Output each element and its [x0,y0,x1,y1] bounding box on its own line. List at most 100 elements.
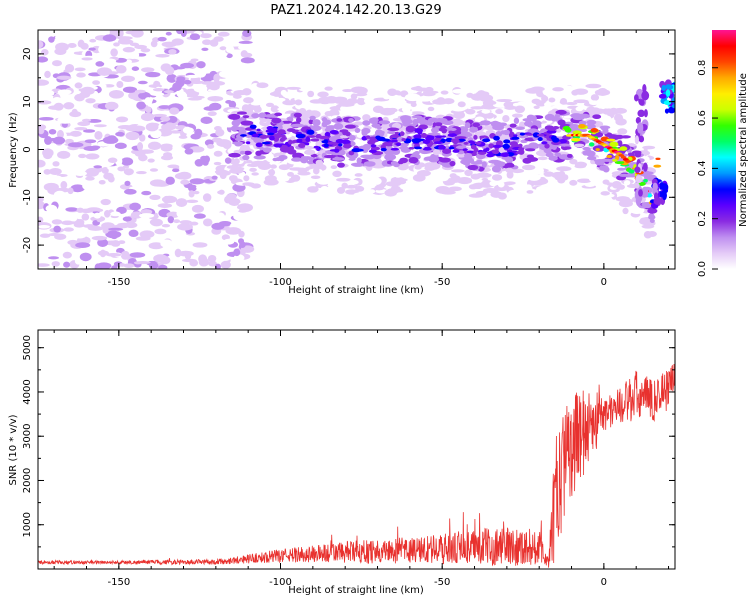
spectrogram-cell [655,157,661,161]
spectrogram-cell [315,159,324,167]
spectrogram-cell [80,86,95,95]
spectrogram-cell [625,160,632,163]
spectrogram-cell [56,129,64,139]
spectrogram-cell [647,230,657,238]
spectrogram-cell [310,175,321,179]
spectrogram-cell [570,113,583,119]
spectrogram-cell [485,147,490,152]
spectrogram-cell [271,148,281,154]
spectrogram-cell [424,86,434,93]
spectrogram-cell [167,164,180,169]
spectrogram-cell [557,119,566,126]
spectrogram-cell [38,196,44,203]
spectrogram-cell [136,170,147,175]
spectrogram-cell [511,174,525,180]
spectrogram-cell [55,42,69,52]
spectrogram-cell [110,240,121,247]
spectrogram-cell [166,73,178,83]
spectrogram-cell [564,127,572,133]
spectrogram-cell [570,108,577,115]
spectrogram-cell [123,263,135,268]
spectrogram-cell [224,195,232,204]
spectrogram-cell [239,150,246,155]
spectrogram-cell [117,36,133,40]
spectrogram-cell [100,198,111,206]
spectrogram-cell [224,157,232,164]
spectrogram-cell [500,152,510,157]
spectrogram-cell [161,195,178,204]
x-tick-label: 0 [601,277,607,288]
spectrogram-cell [635,116,641,124]
spectrogram-cell [317,96,332,105]
spectrogram-cell [608,194,615,198]
spectrogram-cell [372,177,382,185]
spectrogram-cell [193,84,208,93]
spectrogram-cell [342,88,354,93]
spectrogram-cell [615,155,620,161]
spectrogram-cell [306,129,315,135]
spectrogram-cell [114,156,123,166]
spectrogram-cell [280,134,286,138]
spectrogram-cell [634,135,639,145]
spectrogram-cell [642,186,649,198]
spectrogram-cell [131,125,146,132]
x-tick-label: -50 [434,277,450,288]
spectrogram-cell [117,222,133,227]
spectrogram-cell [324,111,333,117]
spectrogram-cell [624,109,636,116]
spectrogram-cell [176,76,186,82]
spectrogram-cell [397,160,404,165]
spectrogram-cell [146,76,161,81]
spectrogram-cell [243,150,252,156]
spectrogram-cell [225,227,242,235]
spectrogram-cell [137,142,144,151]
colorbar-label: Normalized spectral amplitude [738,73,749,227]
spectrogram-cell [52,136,66,145]
spectrogram-cell [462,148,468,151]
spectrogram-cell [269,135,275,141]
spectrogram-cell [335,138,345,144]
spectrogram-cell [137,80,148,85]
spectrogram-cell [93,124,107,128]
spectrogram-cell [412,118,419,126]
spectrogram-cell [115,131,125,137]
spectrogram-cell [160,116,171,122]
spectrogram-cell [122,86,138,93]
snr-series-line [38,363,675,568]
spectrogram-cell [207,96,224,102]
spectrogram-cell [176,30,184,35]
spectrogram-cell [466,150,474,154]
spectrogram-cell [316,178,331,185]
spectrogram-cell [329,149,339,152]
spectrogram-cell [290,183,305,189]
spectrogram-cell [38,116,54,121]
spectrogram-cell [76,200,92,205]
spectrogram-cell [137,222,144,231]
spectrogram-cell [353,121,364,126]
spectrogram-cell [612,159,618,162]
spectrogram-cell [51,219,63,225]
spectrogram-cell [363,97,377,105]
spectrogram-cell [502,143,510,149]
spectrogram-cell [327,141,336,145]
spectrogram-cell [409,111,425,116]
spectrogram-cell [139,230,155,239]
spectrogram-cell [575,106,584,112]
spectrogram-cell [240,57,255,64]
spectrogram-cell [152,113,167,117]
spectrogram-cell [255,142,263,148]
spectrogram-cell [348,157,356,161]
spectrogram-cell [147,158,155,163]
spectrogram-cell [282,100,297,106]
spectrogram-cell [515,151,522,155]
spectrogram-cell [48,36,55,43]
spectrogram-cell [158,264,168,269]
spectrogram-cell [619,146,628,151]
spectrogram-cell [469,126,479,133]
spectrogram-cell [390,160,398,166]
x-tick-label: -50 [434,577,450,588]
spectrogram-cell [53,190,66,200]
spectrogram-cell [207,111,217,117]
spectrogram-cell [38,126,45,135]
